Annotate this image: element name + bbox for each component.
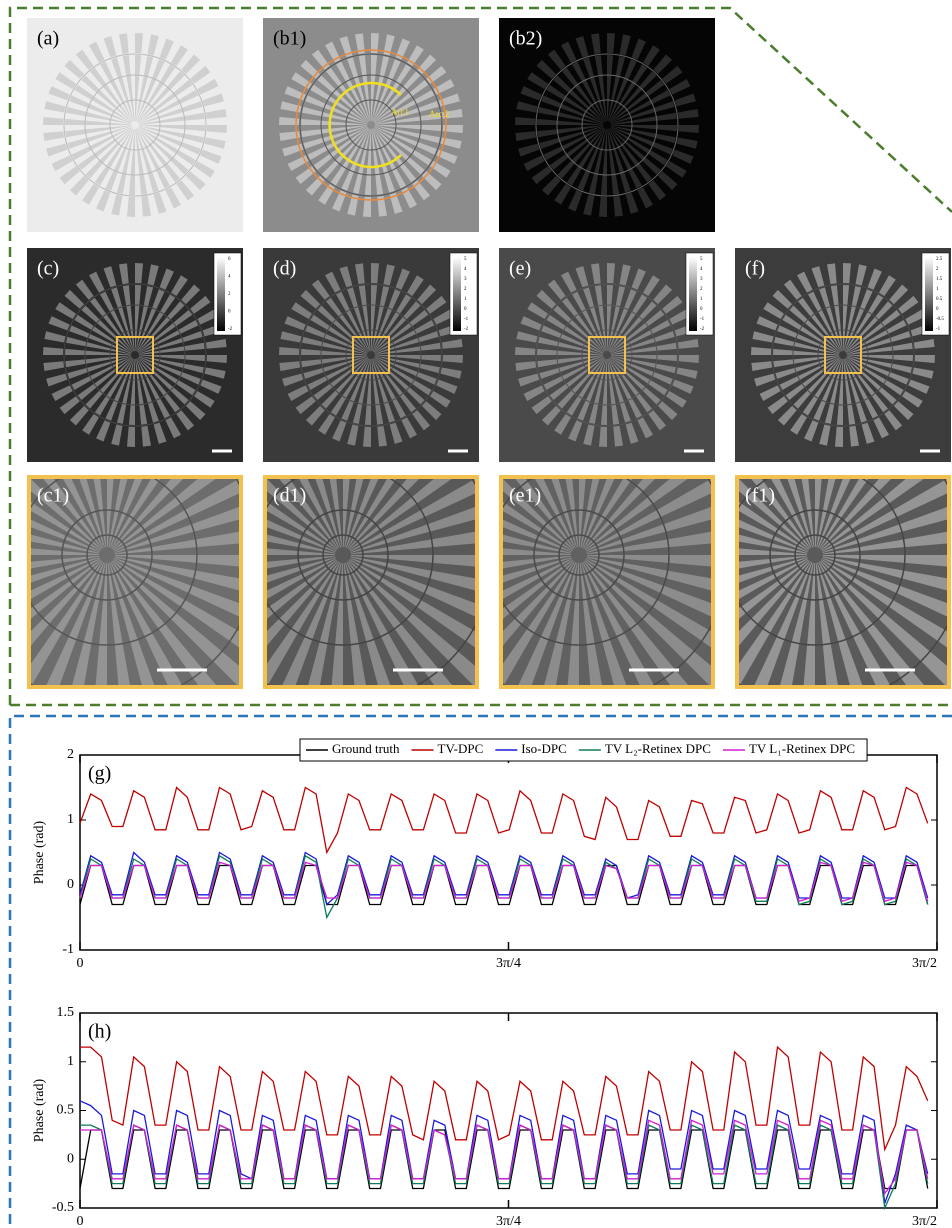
panel-label: (d) xyxy=(273,258,296,280)
y-tick-label: 0 xyxy=(67,1151,74,1166)
figure: (a)(b1)Arc1Arc 2(b2)(c)6420-2(d)543210-1… xyxy=(0,0,952,1228)
y-tick-label: -0.5 xyxy=(52,1200,74,1215)
colorbar-tick-label: -2 xyxy=(464,327,469,332)
panel-label: (b2) xyxy=(509,28,542,50)
colorbar xyxy=(453,257,461,331)
panel-label: (d1) xyxy=(273,485,306,507)
plot-frame xyxy=(80,755,937,950)
x-tick-label: 3π/4 xyxy=(496,1214,521,1228)
image-panel xyxy=(27,248,243,462)
colorbar-tick-label: 0.5 xyxy=(936,297,943,302)
colorbar-tick-label: -1 xyxy=(936,327,941,332)
y-tick-label: 2 xyxy=(67,747,74,762)
image-panel xyxy=(735,248,951,462)
panel-label: (e1) xyxy=(509,485,541,507)
panel-label: (f) xyxy=(745,258,765,280)
panel-label: (b1) xyxy=(273,28,306,50)
body: (a)(b1)Arc1Arc 2(b2)(c)6420-2(d)543210-1… xyxy=(0,0,952,1228)
panel-label: (c) xyxy=(37,258,59,280)
image-panel xyxy=(263,248,479,462)
panel-label: (h) xyxy=(88,1021,111,1043)
colorbar-tick-label: -1 xyxy=(700,317,705,322)
y-tick-label: 0 xyxy=(67,877,74,892)
y-tick-label: 1 xyxy=(67,812,74,827)
panel-label: (e) xyxy=(509,258,531,280)
page: {"panels": [ {"label": "(a)"}, {"label":… xyxy=(0,0,952,1228)
colorbar-tick-label: 1.5 xyxy=(936,277,943,282)
legend-label: TV-DPC xyxy=(438,741,484,756)
y-tick-label: 1.5 xyxy=(57,1005,75,1020)
image-panel xyxy=(27,18,243,232)
colorbar-tick-label: -1 xyxy=(464,317,469,322)
colorbar-tick-label: -2 xyxy=(700,327,705,332)
y-axis-label: Phase (rad) xyxy=(32,1078,47,1142)
annotation: Arc 2 xyxy=(429,109,449,119)
colorbar-tick-label: -0.5 xyxy=(936,317,944,322)
y-axis-label: Phase (rad) xyxy=(32,820,47,884)
y-tick-label: -1 xyxy=(62,942,74,957)
image-panel xyxy=(499,18,715,232)
legend-label: TV L₁-Retinex DPC xyxy=(749,741,855,756)
image-panel xyxy=(499,248,715,462)
colorbar xyxy=(925,257,933,331)
colorbar xyxy=(217,257,225,331)
y-tick-label: 0.5 xyxy=(57,1103,75,1118)
colorbar xyxy=(689,257,697,331)
x-tick-label: 3π/2 xyxy=(912,1214,937,1228)
legend-label: Ground truth xyxy=(332,741,400,756)
panel-label: (f1) xyxy=(745,485,775,507)
legend-label: TV L₂-Retinex DPC xyxy=(605,741,711,756)
colorbar-tick-label: 2.5 xyxy=(936,257,943,262)
x-tick-label: 0 xyxy=(77,956,84,971)
panel-label: (a) xyxy=(37,28,59,50)
colorbar-tick-label: -2 xyxy=(228,327,233,332)
x-tick-label: 3π/4 xyxy=(496,956,521,971)
x-tick-label: 0 xyxy=(77,1214,84,1228)
y-tick-label: 1 xyxy=(67,1054,74,1069)
annotation: Arc1 xyxy=(391,107,409,117)
legend-label: Iso-DPC xyxy=(521,741,567,756)
panel-label: (g) xyxy=(88,763,111,785)
x-tick-label: 3π/2 xyxy=(912,956,937,971)
panel-label: (c1) xyxy=(37,485,69,507)
